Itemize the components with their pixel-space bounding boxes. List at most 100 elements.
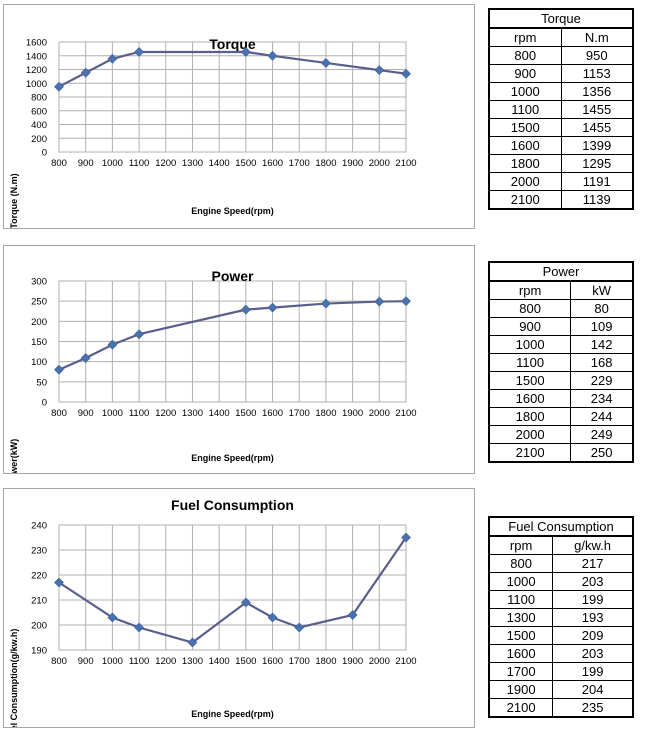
table-row: 1000 203 bbox=[488, 572, 634, 591]
series-line bbox=[58, 536, 407, 644]
y-tick-label: 300 bbox=[31, 277, 47, 288]
x-tick-label: 2000 bbox=[369, 656, 390, 667]
y-tick-label: 200 bbox=[31, 317, 47, 328]
table-cell: 1900 bbox=[488, 680, 554, 699]
table-cell: 80 bbox=[570, 299, 634, 318]
y-tick-label: 190 bbox=[31, 646, 47, 657]
table-cell: 142 bbox=[570, 335, 634, 354]
table-row: 900 1153 bbox=[488, 64, 634, 83]
y-tick-label: 200 bbox=[31, 134, 47, 145]
data-point bbox=[80, 353, 91, 363]
x-tick-label: 1900 bbox=[342, 158, 363, 169]
y-axis-title: Power(kW) bbox=[9, 439, 19, 473]
table-cell: 950 bbox=[560, 46, 634, 65]
table-row: 800 217 bbox=[488, 554, 634, 573]
data-point bbox=[187, 637, 198, 648]
data-point bbox=[134, 329, 145, 340]
x-tick-label: 2100 bbox=[395, 656, 416, 667]
table-cell: 1399 bbox=[560, 136, 634, 155]
y-tick-label: 50 bbox=[36, 377, 47, 388]
table-title: Power bbox=[488, 261, 634, 282]
table-row: 1800 244 bbox=[488, 407, 634, 426]
chart-title: Fuel Consumption bbox=[171, 497, 294, 513]
table-cell: 1153 bbox=[560, 64, 634, 83]
y-tick-label: 0 bbox=[42, 148, 47, 159]
table-cell: 1700 bbox=[488, 662, 554, 681]
table-cell: 244 bbox=[570, 407, 634, 426]
table-cell: 199 bbox=[552, 590, 634, 609]
y-tick-label: 200 bbox=[31, 621, 47, 632]
table-cell: 2000 bbox=[488, 425, 572, 444]
y-tick-label: 1600 bbox=[26, 38, 47, 49]
x-tick-label: 1000 bbox=[102, 408, 123, 419]
data-point bbox=[401, 68, 411, 79]
table-cell: 800 bbox=[488, 299, 572, 318]
x-tick-label: 2100 bbox=[395, 408, 416, 419]
data-point bbox=[107, 612, 118, 623]
x-tick-label: 1400 bbox=[209, 158, 230, 169]
table-row: 1700 199 bbox=[488, 662, 634, 681]
x-tick-label: 1000 bbox=[102, 656, 123, 667]
x-tick-label: 1600 bbox=[262, 408, 283, 419]
table-cell: 204 bbox=[552, 680, 634, 699]
table-row: 1100 1455 bbox=[488, 100, 634, 119]
table-cell: 1500 bbox=[488, 118, 562, 137]
y-tick-label: 230 bbox=[31, 546, 47, 557]
column-header: rpm bbox=[488, 280, 572, 300]
data-point bbox=[347, 610, 358, 620]
x-tick-label: 900 bbox=[78, 408, 94, 419]
fuel-consumption-chart: 800 900 1000 1100 1200 1300 1400 1500 1600 1700 18… bbox=[9, 497, 417, 727]
data-point bbox=[267, 50, 278, 61]
table-row: 800 80 bbox=[488, 299, 634, 318]
x-tick-label: 2000 bbox=[369, 158, 390, 169]
power-chart-panel: 800 900 1000 1100 1200 1300 1400 1500 1600 1700 18… bbox=[3, 245, 475, 474]
table-row: 1600 234 bbox=[488, 389, 634, 408]
table-cell: 234 bbox=[570, 389, 634, 408]
table-cell: 1000 bbox=[488, 335, 572, 354]
table-row: 800 950 bbox=[488, 46, 634, 65]
table-row: 2000 249 bbox=[488, 425, 634, 444]
torque-chart: 800 900 1000 1100 1200 1300 1400 1500 1600 1700 18… bbox=[9, 36, 417, 228]
fuel-consumption-chart-panel: 800 900 1000 1100 1200 1300 1400 1500 1600 1700 18… bbox=[3, 488, 475, 728]
x-tick-label: 900 bbox=[78, 656, 94, 667]
y-tick-label: 1200 bbox=[26, 65, 47, 76]
chart-title: Power bbox=[211, 268, 254, 284]
y-tick-label: 0 bbox=[42, 398, 47, 409]
data-point bbox=[134, 47, 145, 57]
y-tick-label: 400 bbox=[31, 120, 47, 131]
table-title: Torque bbox=[488, 8, 634, 29]
x-tick-label: 1700 bbox=[289, 158, 310, 169]
x-tick-label: 1200 bbox=[155, 656, 176, 667]
table-row: 1600 203 bbox=[488, 644, 634, 663]
table-cell: 1455 bbox=[560, 100, 634, 119]
x-tick-label: 1300 bbox=[182, 656, 203, 667]
table-row: 1800 1295 bbox=[488, 154, 634, 173]
x-tick-label: 1500 bbox=[235, 158, 256, 169]
x-tick-label: 1200 bbox=[155, 408, 176, 419]
table-row: 2000 1191 bbox=[488, 172, 634, 191]
table-cell: 2100 bbox=[488, 443, 572, 463]
y-axis-title: Torque (N.m) bbox=[9, 173, 19, 228]
data-point bbox=[401, 532, 411, 543]
data-point bbox=[240, 47, 251, 57]
table-row: 900 109 bbox=[488, 317, 634, 336]
power-table: Power rpm kW 800 80 900 109 1000 142 1100 16… bbox=[488, 261, 634, 463]
x-tick-label: 1100 bbox=[129, 408, 149, 419]
x-tick-label: 800 bbox=[51, 656, 67, 667]
table-row: 1000 1356 bbox=[488, 82, 634, 101]
table-cell: 1600 bbox=[488, 389, 572, 408]
x-tick-label: 1700 bbox=[289, 656, 310, 667]
y-tick-label: 1000 bbox=[26, 79, 47, 90]
chart-title: Torque bbox=[209, 36, 256, 52]
table-row: 1000 142 bbox=[488, 335, 634, 354]
series-line bbox=[58, 300, 407, 371]
table-row: 1500 1455 bbox=[488, 118, 634, 137]
table-row: 1600 1399 bbox=[488, 136, 634, 155]
torque-table: Torque rpm N.m 800 950 900 1153 1000 1356 1… bbox=[488, 8, 634, 210]
y-tick-label: 250 bbox=[31, 297, 47, 308]
data-point bbox=[54, 577, 64, 588]
table-cell: 2100 bbox=[488, 698, 554, 718]
table-cell: 1191 bbox=[560, 172, 634, 191]
y-tick-label: 150 bbox=[31, 337, 47, 348]
y-tick-label: 800 bbox=[31, 93, 47, 104]
